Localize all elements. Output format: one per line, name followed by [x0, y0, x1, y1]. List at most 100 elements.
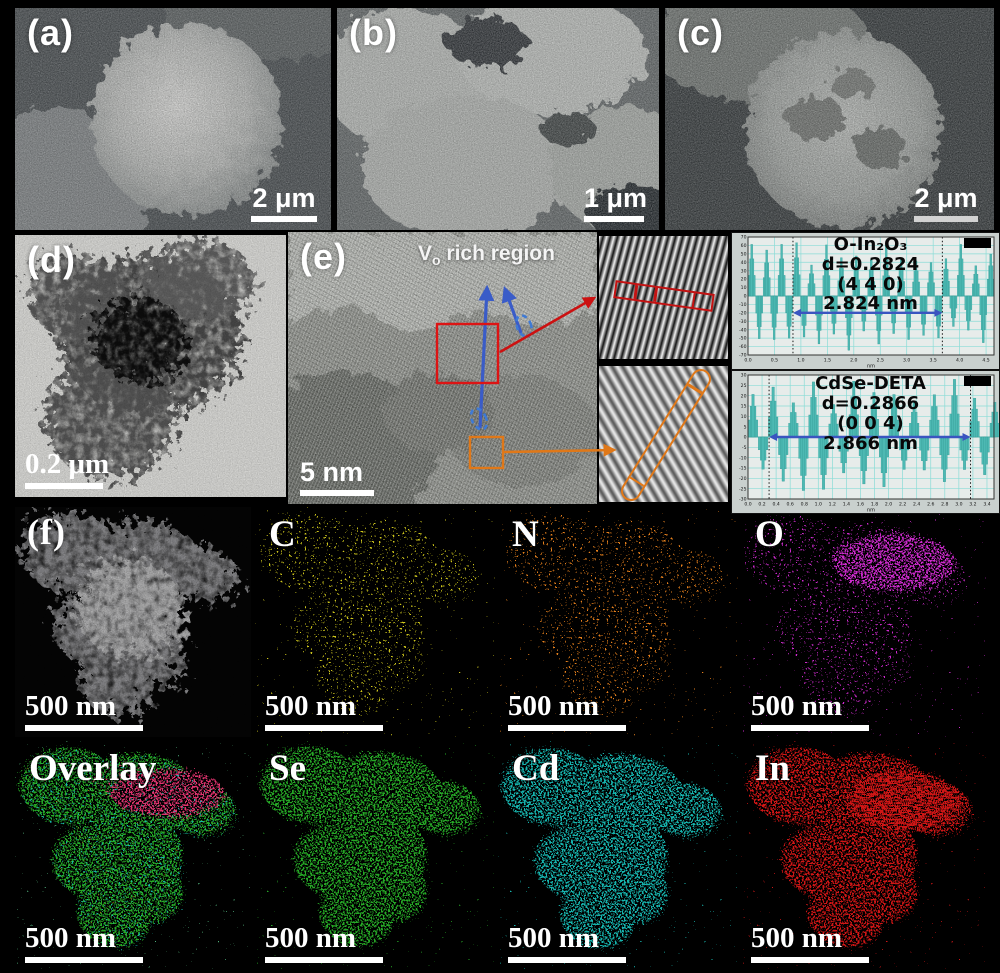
svg-text:1.0: 1.0: [815, 502, 822, 508]
svg-text:50: 50: [741, 251, 747, 257]
vo-label-sub: o: [432, 252, 441, 269]
svg-text:0.4: 0.4: [772, 502, 779, 508]
panel-eds-map-cd: Cd 500 nm: [498, 741, 738, 969]
panel-a-sem-image: (a) 2 μm: [15, 8, 331, 230]
eds-speckle-se: [255, 741, 495, 969]
svg-text:1.2: 1.2: [829, 502, 836, 508]
svg-text:-40: -40: [739, 327, 747, 333]
svg-text:1.8: 1.8: [871, 502, 878, 508]
scale-bar-map-overlay-text: 500 nm: [25, 922, 117, 954]
svg-text:1.0: 1.0: [797, 358, 804, 364]
svg-text:2.0: 2.0: [885, 502, 892, 508]
scale-bar-map-cd-line: [508, 957, 626, 963]
scale-bar-b: 1 μm: [583, 185, 647, 222]
svg-text:-60: -60: [739, 344, 747, 350]
svg-text:10: 10: [741, 414, 747, 420]
svg-text:3.5: 3.5: [930, 358, 937, 364]
svg-text:1.4: 1.4: [843, 502, 850, 508]
svg-text:-20: -20: [739, 476, 747, 482]
svg-text:20: 20: [741, 277, 747, 283]
scale-bar-a-line: [251, 216, 317, 222]
element-label-se: Se: [269, 748, 306, 789]
panel-label-c: (c): [677, 12, 724, 53]
svg-text:-5: -5: [742, 445, 747, 451]
scale-bar-map-o: 500 nm: [751, 692, 869, 731]
fringe-inset-cdse: [599, 366, 728, 502]
fringe-stripes-cdse: [599, 366, 728, 502]
svg-text:0.5: 0.5: [771, 358, 778, 364]
scale-bar-c: 2 μm: [914, 185, 978, 222]
panel-eds-map-o: O 500 nm: [741, 507, 986, 737]
svg-text:-15: -15: [739, 466, 747, 472]
panel-e-hrtem-image: (e) Vo rich region 5 nm: [288, 232, 597, 504]
element-label-n: N: [512, 514, 539, 555]
panel-label-a: (a): [27, 12, 74, 53]
svg-text:20: 20: [741, 393, 747, 399]
svg-text:4.5: 4.5: [982, 358, 989, 364]
element-label-c: C: [269, 514, 296, 555]
scale-bar-f: 500 nm: [25, 692, 143, 731]
scale-bar-map-c: 500 nm: [265, 692, 383, 731]
svg-text:5: 5: [744, 424, 747, 430]
scale-bar-map-c-line: [265, 725, 383, 731]
sem-texture-b: [337, 8, 659, 230]
svg-text:0.2: 0.2: [758, 502, 765, 508]
vo-rich-region-label: Vo rich region: [418, 242, 555, 268]
fringe-inset-in2o3: [599, 236, 728, 359]
svg-text:15: 15: [741, 404, 747, 410]
svg-text:0.0: 0.0: [744, 502, 751, 508]
svg-text:-30: -30: [739, 497, 747, 503]
scale-bar-map-o-line: [751, 725, 869, 731]
svg-text:-30: -30: [739, 319, 747, 325]
element-label-overlay: Overlay: [29, 748, 157, 789]
svg-text:30: 30: [741, 268, 747, 274]
sem-texture-a: [15, 8, 331, 230]
svg-text:0: 0: [744, 435, 747, 441]
scale-bar-map-n: 500 nm: [508, 692, 626, 731]
scale-bar-d-line: [25, 483, 103, 489]
panel-eds-map-in: In 500 nm: [741, 741, 986, 969]
svg-text:2.2: 2.2: [899, 502, 906, 508]
panel-d-tem-image: (d) 0.2 μm: [15, 235, 286, 497]
profile-chart-svg-1: 70 60 50 40 30 20 10 0 -10 -20 -30 -40 -50 -60 -700.0 0…: [739, 235, 995, 370]
svg-text:-20: -20: [739, 310, 747, 316]
svg-text:-10: -10: [739, 302, 747, 308]
scale-bar-map-o-text: 500 nm: [751, 690, 843, 722]
profile-chart-svg-2: 30 25 20 15 10 5 0 -5 -10 -15 -20 -25 -300.0 0.2 0.4 0.…: [739, 373, 1000, 514]
svg-text:4.0: 4.0: [956, 358, 963, 364]
scale-bar-map-se: 500 nm: [265, 924, 383, 963]
svg-text:30: 30: [741, 373, 747, 379]
scale-bar-c-line: [914, 216, 978, 222]
svg-text:60: 60: [741, 243, 747, 249]
panel-eds-map-overlay: Overlay 500 nm: [15, 741, 251, 969]
svg-text:0.6: 0.6: [787, 502, 794, 508]
panel-label-d: (d): [27, 239, 76, 280]
scale-bar-e: 5 nm: [300, 459, 374, 496]
scale-bar-f-text: 500 nm: [25, 690, 117, 722]
hrtem-texture-e: [288, 232, 597, 504]
eds-speckle-overlay: [15, 741, 251, 969]
svg-text:3.2: 3.2: [969, 502, 976, 508]
svg-text:25: 25: [741, 383, 747, 389]
eds-speckle-n: [498, 507, 738, 737]
svg-text:0.0: 0.0: [744, 358, 751, 364]
svg-text:3.0: 3.0: [955, 502, 962, 508]
panel-c-sem-image: (c) 2 μm: [665, 8, 994, 230]
svg-text:nm: nm: [867, 364, 875, 370]
eds-speckle-c: [255, 507, 495, 737]
scale-bar-d: 0.2 μm: [25, 450, 109, 489]
scale-bar-map-n-text: 500 nm: [508, 690, 600, 722]
scale-bar-f-line: [25, 725, 143, 731]
element-label-o: O: [755, 514, 784, 555]
panel-f-stem-image: (f) 500 nm: [15, 507, 251, 737]
svg-text:2.8: 2.8: [941, 502, 948, 508]
svg-text:2.6: 2.6: [927, 502, 934, 508]
panel-eds-map-n: N 500 nm: [498, 507, 738, 737]
svg-text:0: 0: [744, 294, 747, 300]
panel-eds-map-se: Se 500 nm: [255, 741, 495, 969]
svg-text:10: 10: [741, 285, 747, 291]
svg-text:nm: nm: [867, 508, 875, 514]
panel-label-f: (f): [27, 512, 66, 552]
scale-bar-map-in-line: [751, 957, 869, 963]
